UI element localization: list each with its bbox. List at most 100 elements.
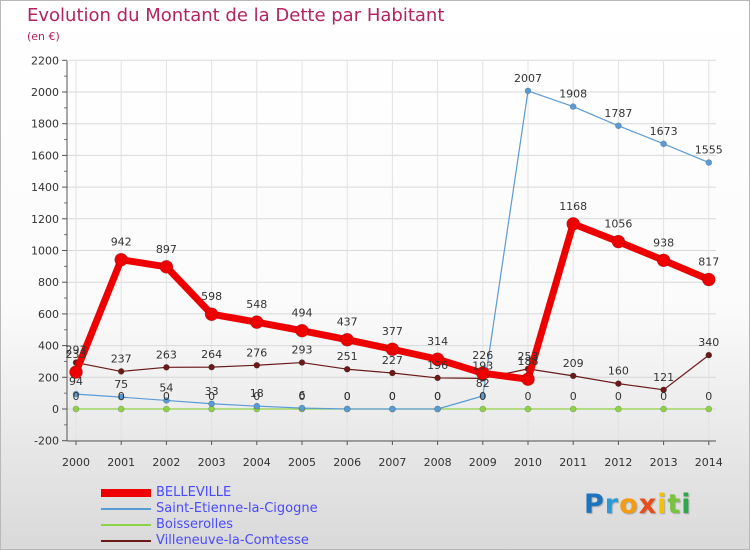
x-tick-label: 2009 bbox=[469, 456, 497, 469]
x-tick-label: 2013 bbox=[650, 456, 678, 469]
data-label: 377 bbox=[382, 325, 403, 338]
data-point bbox=[163, 364, 170, 371]
data-label: 1555 bbox=[695, 144, 723, 157]
data-label: 0 bbox=[163, 390, 170, 403]
data-point bbox=[705, 351, 713, 359]
x-tick-label: 2011 bbox=[559, 456, 587, 469]
data-point bbox=[298, 359, 306, 366]
data-point bbox=[660, 386, 667, 394]
data-label: 0 bbox=[253, 390, 260, 403]
data-point bbox=[208, 363, 215, 371]
x-tick-label: 2006 bbox=[333, 456, 361, 469]
data-point bbox=[295, 323, 309, 338]
data-point bbox=[705, 405, 713, 413]
legend-swatch bbox=[101, 489, 151, 497]
legend-label: Boisserolles bbox=[156, 517, 234, 532]
data-point bbox=[204, 307, 219, 322]
data-label: 0 bbox=[118, 390, 125, 403]
data-point bbox=[479, 392, 487, 400]
data-label: 121 bbox=[653, 371, 674, 384]
data-label: 1908 bbox=[559, 88, 587, 101]
data-point bbox=[524, 405, 532, 413]
y-tick-label: 1200 bbox=[31, 213, 59, 226]
chart-title: Evolution du Montant de la Dette par Hab… bbox=[27, 5, 445, 26]
data-point bbox=[660, 405, 667, 413]
x-tick-label: 2010 bbox=[514, 456, 542, 469]
y-tick-label: 400 bbox=[38, 340, 59, 353]
data-point bbox=[163, 397, 170, 404]
data-label: 293 bbox=[66, 344, 87, 357]
data-point bbox=[343, 405, 351, 413]
data-point bbox=[615, 405, 622, 413]
data-point bbox=[434, 405, 441, 413]
y-tick-label: 600 bbox=[38, 308, 59, 321]
x-tick-label: 2008 bbox=[424, 456, 452, 469]
x-tick-label: 2003 bbox=[198, 456, 226, 469]
data-label: 0 bbox=[299, 390, 306, 403]
data-label: 0 bbox=[660, 390, 667, 403]
data-label: 598 bbox=[201, 290, 222, 303]
data-point bbox=[475, 366, 490, 380]
data-point bbox=[569, 103, 577, 110]
series-lines bbox=[69, 87, 716, 413]
data-point bbox=[117, 393, 125, 401]
data-point bbox=[117, 405, 125, 413]
data-label: 33 bbox=[205, 385, 219, 398]
data-point bbox=[72, 405, 80, 413]
data-label: 942 bbox=[111, 236, 132, 249]
legend-swatch bbox=[101, 508, 151, 510]
data-label: 1787 bbox=[604, 107, 632, 120]
y-tick-label: 1600 bbox=[31, 149, 59, 162]
data-label: 160 bbox=[608, 365, 629, 378]
data-point bbox=[69, 365, 83, 379]
data-point bbox=[208, 400, 215, 408]
data-label: 0 bbox=[434, 390, 441, 403]
y-tick-label: -200 bbox=[34, 435, 59, 448]
data-label: 437 bbox=[337, 316, 358, 329]
data-point bbox=[385, 342, 400, 357]
series-0 bbox=[69, 217, 716, 387]
data-point bbox=[343, 365, 351, 373]
data-label: 0 bbox=[344, 390, 351, 403]
data-point bbox=[389, 405, 396, 413]
data-point bbox=[163, 405, 170, 413]
proxiti-logo: Proxiti bbox=[584, 489, 694, 529]
data-label: 18 bbox=[250, 387, 264, 400]
y-tick-label: 800 bbox=[38, 276, 59, 289]
data-label: 263 bbox=[156, 348, 177, 361]
legend-label: BELLEVILLE bbox=[156, 485, 232, 500]
data-point bbox=[479, 405, 487, 413]
data-point bbox=[569, 405, 577, 413]
data-point bbox=[524, 87, 532, 95]
data-label: 54 bbox=[159, 381, 173, 394]
data-point bbox=[569, 372, 577, 380]
data-label: 0 bbox=[73, 390, 80, 403]
data-point bbox=[117, 368, 125, 375]
data-label: 0 bbox=[389, 390, 396, 403]
data-label: 897 bbox=[156, 243, 177, 256]
y-tick-label: 1800 bbox=[31, 118, 59, 131]
data-label: 1673 bbox=[650, 125, 678, 138]
data-point bbox=[566, 217, 581, 231]
x-tick-label: 2001 bbox=[107, 456, 135, 469]
data-label: 75 bbox=[114, 378, 128, 391]
x-tick-label: 2012 bbox=[604, 456, 632, 469]
logo-letter: i bbox=[681, 489, 692, 520]
data-point bbox=[521, 372, 535, 387]
data-point bbox=[114, 252, 128, 267]
data-label: 193 bbox=[472, 359, 493, 372]
data-label: 293 bbox=[292, 344, 313, 357]
data-point bbox=[611, 234, 626, 249]
data-label: 0 bbox=[615, 390, 622, 403]
data-label: 6 bbox=[299, 389, 306, 402]
x-tick-label: 2014 bbox=[695, 456, 723, 469]
data-point bbox=[701, 272, 716, 287]
data-point bbox=[615, 122, 622, 130]
data-point bbox=[253, 361, 261, 369]
chart-subtitle: (en €) bbox=[27, 30, 60, 43]
data-point bbox=[298, 404, 306, 412]
data-point bbox=[434, 374, 441, 382]
y-tick-label: 2200 bbox=[31, 54, 59, 67]
